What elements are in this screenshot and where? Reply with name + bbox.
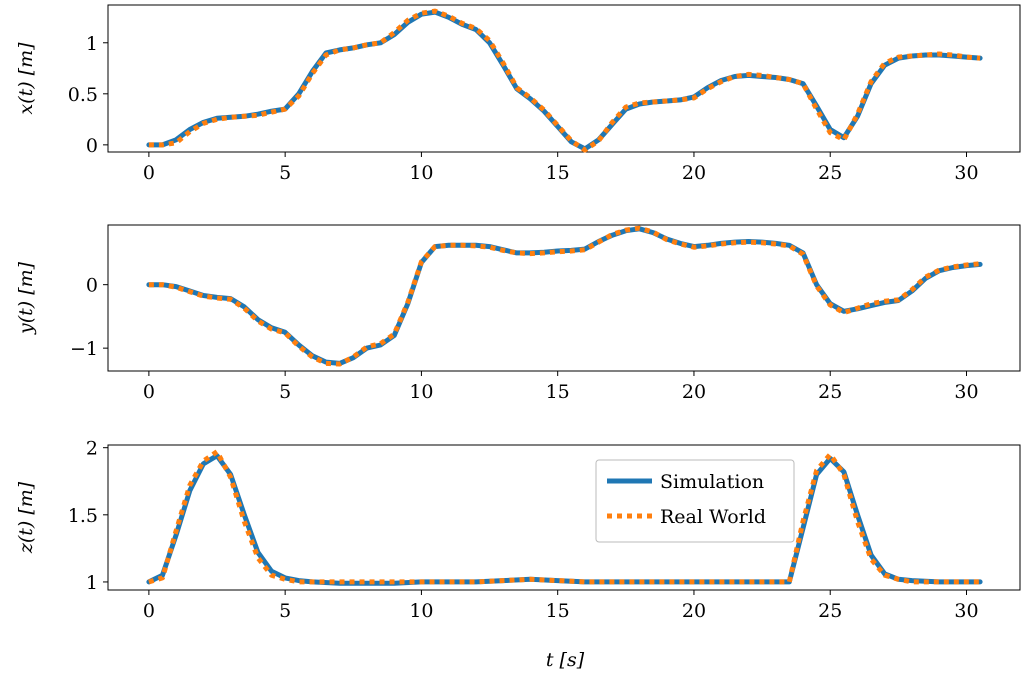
legend: Simulation Real World xyxy=(595,459,795,543)
series-line-real-world xyxy=(148,449,981,585)
axes-frame xyxy=(107,444,1021,591)
x-tick-label: 25 xyxy=(818,162,842,184)
series-line-real-world xyxy=(148,8,981,153)
x-tick-label: 10 xyxy=(409,162,433,184)
x-tick-label: 5 xyxy=(279,162,291,184)
x-tick-label: 15 xyxy=(546,381,570,403)
x-tick-label: 30 xyxy=(954,600,978,622)
x-tick-label: 5 xyxy=(279,600,291,622)
x-tick-label: 0 xyxy=(143,162,155,184)
x-tick-label: 20 xyxy=(682,600,706,622)
axes-frame xyxy=(107,224,1021,372)
series-line-simulation xyxy=(146,9,983,152)
y-tick-label: 2 xyxy=(86,438,98,460)
x-position-panel: 0 5 10 15 20 25 30 0 0.5 1 x(t) [m] xyxy=(15,4,1021,184)
y-tick-label: 0 xyxy=(86,135,98,157)
x-tick-label: 5 xyxy=(279,381,291,403)
x-tick-label: 0 xyxy=(143,600,155,622)
x-tick-label: 15 xyxy=(546,600,570,622)
x-tick-label: 30 xyxy=(954,381,978,403)
series-line-real-world xyxy=(148,225,981,367)
x-tick-label: 20 xyxy=(682,381,706,403)
y-position-panel: 0 5 10 15 20 25 30 −1 0 y(t) [m] xyxy=(15,224,1021,403)
x-tick-label: 25 xyxy=(818,600,842,622)
y-tick-label: −1 xyxy=(70,338,98,360)
axes-frame xyxy=(107,4,1021,153)
z-position-panel: 0 5 10 15 20 25 30 1 1.5 2 z(t) [m] xyxy=(15,438,1021,622)
x-axis-label: t [s] xyxy=(546,649,585,671)
y-axis-label: z(t) [m] xyxy=(15,481,37,554)
legend-label: Simulation xyxy=(660,471,764,493)
legend-label: Real World xyxy=(660,506,766,528)
y-tick-label: 0 xyxy=(86,275,98,297)
y-tick-label: 0.5 xyxy=(68,84,98,106)
x-tick-label: 10 xyxy=(409,600,433,622)
x-tick-label: 25 xyxy=(818,381,842,403)
x-tick-label: 0 xyxy=(143,381,155,403)
y-axis-label: x(t) [m] xyxy=(15,42,37,115)
x-tick-label: 30 xyxy=(954,162,978,184)
series-line-simulation xyxy=(146,453,983,586)
y-tick-label: 1.5 xyxy=(68,505,98,527)
x-tick-label: 20 xyxy=(682,162,706,184)
x-tick-label: 10 xyxy=(409,381,433,403)
y-axis-label: y(t) [m] xyxy=(15,261,37,335)
x-tick-label: 15 xyxy=(546,162,570,184)
y-tick-label: 1 xyxy=(86,572,98,594)
y-tick-label: 1 xyxy=(86,33,98,55)
